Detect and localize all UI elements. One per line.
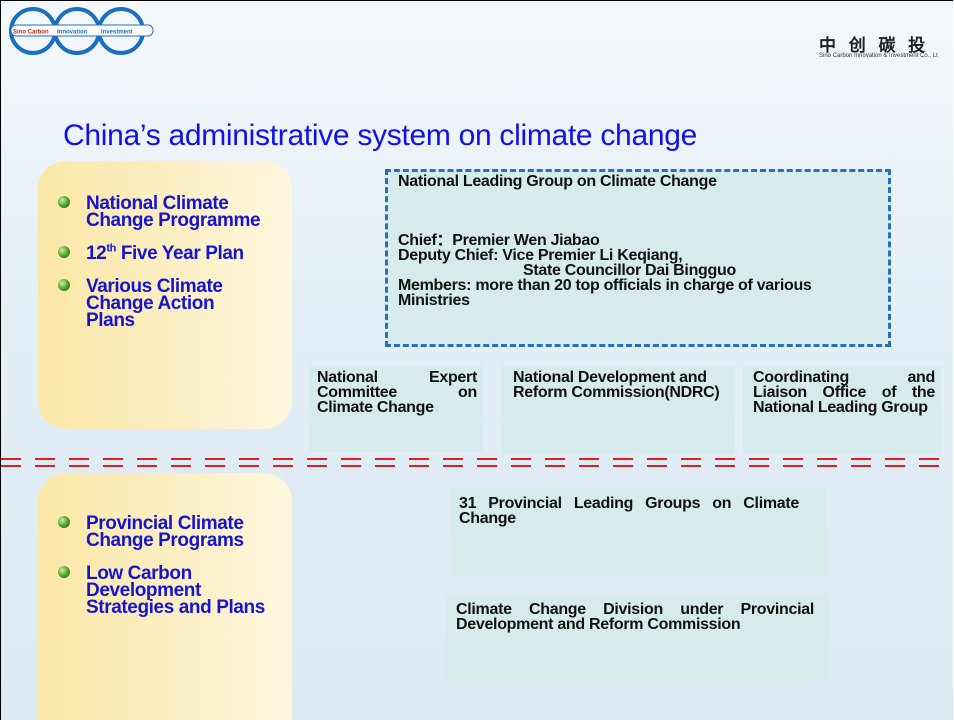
logo-label: Sino Carbon — [13, 30, 49, 36]
provincial-box-text: Climate Change Division under Provincial… — [456, 601, 814, 633]
national-bullets: National Climate Change Programme 12th F… — [56, 194, 266, 330]
bullet: Various Climate Change Action Plans — [56, 277, 266, 330]
body-box: National Development and Reform Commissi… — [501, 366, 735, 454]
bullet-text: Five Year Plan — [115, 243, 244, 264]
logo: Sino Carbon Innovation Investment — [9, 7, 154, 55]
body-box: National Expert Committee on Climate Cha… — [309, 366, 483, 452]
provincial-panel: Provincial Climate Change Programs Low C… — [38, 473, 292, 720]
leading-group-line: Deputy Chief: Vice Premier Li Keqiang, — [398, 247, 683, 264]
national-panel: National Climate Change Programme 12th F… — [38, 161, 292, 429]
bullet: Provincial Climate Change Programs — [56, 514, 266, 550]
divider — [1, 458, 953, 467]
body-box: Coordinating and Liaison Office of the N… — [743, 366, 941, 454]
bullet: National Climate Change Programme — [56, 194, 266, 230]
provincial-box: Climate Change Division under Provincial… — [446, 594, 830, 682]
provincial-bullets: Provincial Climate Change Programs Low C… — [56, 514, 266, 617]
leading-group-line: Members: more than 20 top officials in c… — [398, 277, 812, 309]
provincial-box-text: 31 Provincial Leading Groups on Climate … — [459, 495, 799, 527]
logo-label: Innovation — [57, 30, 88, 36]
bullet: 12th Five Year Plan — [56, 242, 266, 264]
leading-group-line: State Councillor Dai Bingguo — [523, 262, 736, 279]
provincial-box: 31 Provincial Leading Groups on Climate … — [451, 488, 827, 576]
bullet-sup: th — [106, 242, 116, 255]
bullet-text: 12 — [86, 243, 107, 264]
company-en: Sino Carbon Innovation & Investment Co.,… — [819, 53, 938, 59]
slide-title: China’s administrative system on climate… — [63, 119, 697, 152]
company-cn: 中 创 碳 投 — [819, 36, 930, 55]
bullet: Low Carbon Development Strategies and Pl… — [56, 564, 266, 617]
logo-label: Investment — [101, 30, 133, 36]
leading-group-box: National Leading Group on Climate Change… — [385, 169, 891, 347]
leading-group-title: National Leading Group on Climate Change — [398, 173, 717, 190]
leading-group-line: Chief：Premier Wen Jiabao — [398, 232, 600, 249]
